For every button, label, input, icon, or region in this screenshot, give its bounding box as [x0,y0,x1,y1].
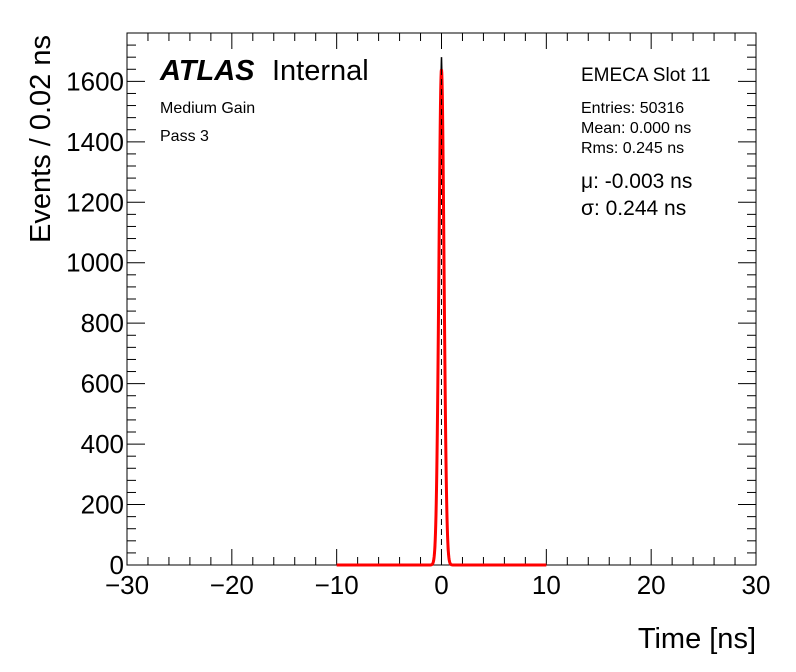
mean-label: Mean: 0.000 ns [581,120,691,137]
x-axis-ticks: −30 −20 −10 0 10 20 30 [105,33,771,600]
y-tick-label: 800 [81,308,124,338]
y-tick-label: 1200 [66,187,124,217]
y-axis-ticks: 0 200 400 600 800 1000 1200 1400 1600 [66,32,756,580]
entries-label: Entries: 50316 [581,100,684,117]
x-tick-label: 20 [637,570,666,600]
x-tick-label: 0 [434,570,448,600]
y-tick-label: 200 [81,490,124,520]
internal-label: Internal [272,55,369,87]
y-tick-label: 1000 [66,248,124,278]
rms-label: Rms: 0.245 ns [581,140,684,157]
pass-label: Pass 3 [160,128,209,145]
y-tick-label: 0 [110,550,124,580]
y-tick-label: 600 [81,369,124,399]
y-axis-label: Events / 0.02 ns [25,35,57,243]
sigma-label: σ: 0.244 ns [581,197,686,220]
y-tick-label: 1600 [66,66,124,96]
x-tick-label: −20 [210,570,254,600]
mu-label: μ: -0.003 ns [581,170,692,193]
x-tick-label: −10 [315,570,359,600]
y-tick-label: 400 [81,429,124,459]
x-tick-label: −30 [105,570,149,600]
x-tick-label: 30 [742,570,771,600]
slot-label: EMECA Slot 11 [581,65,711,86]
data-series [336,57,547,567]
gain-label: Medium Gain [160,100,255,117]
y-tick-label: 1400 [66,127,124,157]
x-axis-label: Time [ns] [638,623,756,655]
atlas-label: ATLAS [159,55,255,87]
x-tick-label: 10 [532,570,561,600]
